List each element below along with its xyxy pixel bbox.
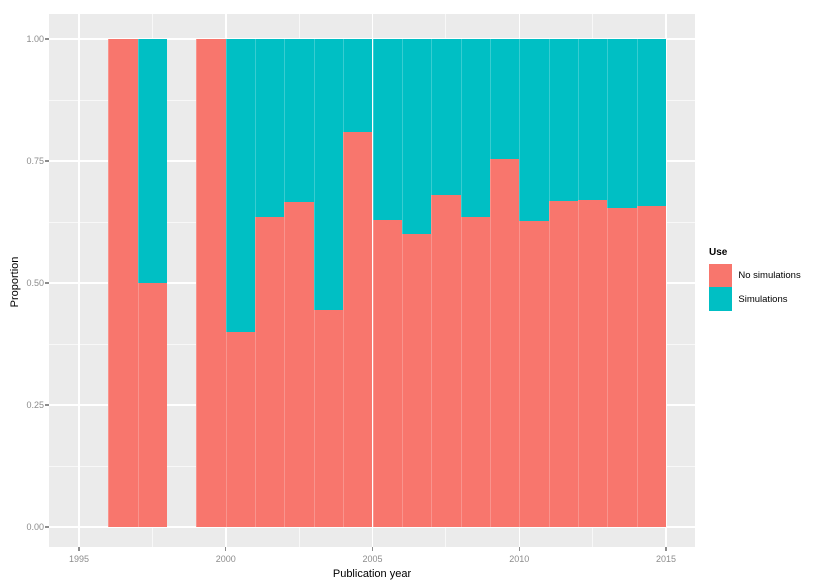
y-tick-label-1.00: 1.00 bbox=[26, 33, 44, 44]
bar-2013-no-simulations bbox=[607, 208, 637, 527]
bar-2012-simulations bbox=[577, 39, 608, 200]
bar-2010-simulations bbox=[519, 39, 549, 222]
x-tick-2015 bbox=[665, 547, 667, 551]
x-tick-2005 bbox=[371, 547, 374, 551]
x-tick-label-2005: 2005 bbox=[362, 554, 383, 564]
legend-label-no-simulations: No simulations bbox=[738, 270, 801, 282]
bar-2002-no-simulations bbox=[284, 201, 314, 527]
y-axis-title: Proportion bbox=[9, 256, 21, 308]
bar-2006-simulations bbox=[401, 39, 432, 235]
y-tick-label-0.50: 0.50 bbox=[26, 277, 44, 288]
legend-label-simulations: Simulations bbox=[738, 293, 788, 305]
bar-2004-no-simulations bbox=[343, 131, 373, 527]
legend: Use No simulations Simulations bbox=[709, 246, 827, 311]
x-tick-label-2015: 2015 bbox=[655, 554, 677, 564]
y-tick-1.00 bbox=[45, 38, 49, 40]
bar-2001-no-simulations bbox=[255, 217, 285, 527]
y-tick-0.25 bbox=[45, 404, 49, 406]
bar-2008-simulations bbox=[460, 39, 490, 218]
bar-2007-no-simulations bbox=[431, 195, 461, 527]
bar-2002-simulations bbox=[284, 39, 314, 202]
bar-2003-no-simulations bbox=[313, 309, 344, 527]
bar-2004-simulations bbox=[343, 39, 373, 132]
gridline-major-v bbox=[665, 14, 667, 547]
plot-panel bbox=[49, 14, 695, 547]
bar-2008-no-simulations bbox=[460, 217, 490, 527]
y-tick-0.00 bbox=[45, 526, 49, 528]
y-tick-0.50 bbox=[45, 282, 49, 284]
bar-2010-no-simulations bbox=[519, 221, 549, 527]
bar-2011-simulations bbox=[548, 39, 578, 202]
bar-2000-no-simulations bbox=[225, 331, 256, 527]
legend-title: Use bbox=[709, 247, 728, 258]
bar-2007-simulations bbox=[431, 39, 461, 196]
bar-2006-no-simulations bbox=[401, 234, 432, 527]
x-axis-title: Publication year bbox=[332, 568, 412, 580]
bar-2014-simulations bbox=[636, 39, 666, 207]
bar-1996-no-simulations bbox=[108, 39, 138, 527]
y-tick-0.75 bbox=[45, 160, 49, 162]
bar-2009-simulations bbox=[489, 39, 520, 159]
x-tick-label-2010: 2010 bbox=[509, 554, 530, 564]
legend-swatch-no-simulations bbox=[709, 264, 733, 288]
bar-2003-simulations bbox=[313, 39, 344, 310]
y-tick-label-0.00: 0.00 bbox=[26, 521, 44, 532]
legend-item-no-simulations: No simulations bbox=[709, 264, 827, 288]
x-tick-2010 bbox=[518, 547, 520, 551]
bar-2009-no-simulations bbox=[489, 158, 520, 527]
bar-2005-no-simulations bbox=[372, 219, 402, 527]
bar-2000-simulations bbox=[225, 39, 256, 332]
bar-2012-no-simulations bbox=[577, 199, 608, 527]
x-tick-label-1995: 1995 bbox=[68, 554, 90, 564]
gridline-major-v bbox=[78, 14, 80, 547]
x-tick-label-2000: 2000 bbox=[215, 554, 236, 564]
legend-item-simulations: Simulations bbox=[709, 287, 827, 311]
bar-1997-no-simulations bbox=[137, 283, 168, 527]
bar-2005-simulations bbox=[372, 39, 402, 220]
bar-2001-simulations bbox=[255, 39, 285, 218]
bar-2011-no-simulations bbox=[548, 201, 578, 527]
y-tick-label-0.25: 0.25 bbox=[26, 399, 44, 410]
y-tick-label-0.75: 0.75 bbox=[26, 155, 44, 166]
legend-swatch-simulations bbox=[709, 287, 733, 311]
bar-2014-no-simulations bbox=[636, 206, 666, 527]
bar-2013-simulations bbox=[607, 39, 637, 209]
x-tick-2000 bbox=[225, 547, 227, 551]
bar-1997-simulations bbox=[137, 39, 168, 283]
x-tick-1995 bbox=[78, 547, 80, 551]
bar-1999-no-simulations bbox=[196, 39, 226, 527]
